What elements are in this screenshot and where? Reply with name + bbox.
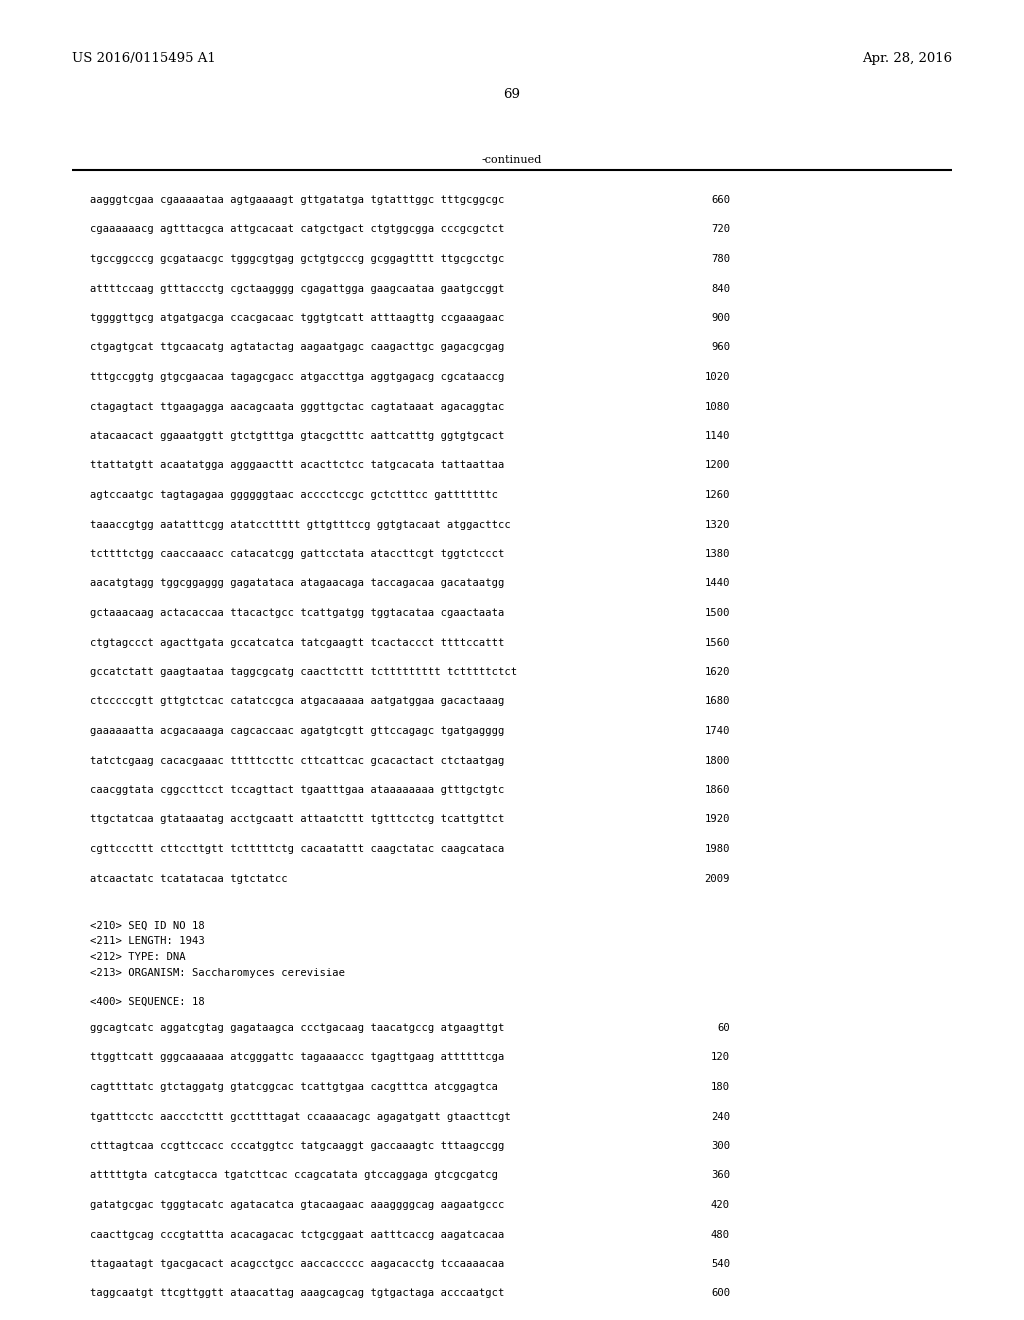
Text: taaaccgtgg aatatttcgg atatccttttt gttgtttccg ggtgtacaat atggacttcc: taaaccgtgg aatatttcgg atatccttttt gttgtt… <box>90 520 511 529</box>
Text: 960: 960 <box>711 342 730 352</box>
Text: Apr. 28, 2016: Apr. 28, 2016 <box>862 51 952 65</box>
Text: 600: 600 <box>711 1288 730 1299</box>
Text: 1500: 1500 <box>705 609 730 618</box>
Text: US 2016/0115495 A1: US 2016/0115495 A1 <box>72 51 216 65</box>
Text: <212> TYPE: DNA: <212> TYPE: DNA <box>90 952 185 962</box>
Text: 1920: 1920 <box>705 814 730 825</box>
Text: <211> LENGTH: 1943: <211> LENGTH: 1943 <box>90 936 205 946</box>
Text: 2009: 2009 <box>705 874 730 883</box>
Text: 1020: 1020 <box>705 372 730 381</box>
Text: <210> SEQ ID NO 18: <210> SEQ ID NO 18 <box>90 921 205 931</box>
Text: tggggttgcg atgatgacga ccacgacaac tggtgtcatt atttaagttg ccgaaagaac: tggggttgcg atgatgacga ccacgacaac tggtgtc… <box>90 313 505 323</box>
Text: 1380: 1380 <box>705 549 730 558</box>
Text: tgccggcccg gcgataacgc tgggcgtgag gctgtgcccg gcggagtttt ttgcgcctgc: tgccggcccg gcgataacgc tgggcgtgag gctgtgc… <box>90 253 505 264</box>
Text: -continued: -continued <box>482 154 542 165</box>
Text: 1620: 1620 <box>705 667 730 677</box>
Text: 360: 360 <box>711 1171 730 1180</box>
Text: <213> ORGANISM: Saccharomyces cerevisiae: <213> ORGANISM: Saccharomyces cerevisiae <box>90 968 345 978</box>
Text: 420: 420 <box>711 1200 730 1210</box>
Text: gctaaacaag actacaccaa ttacactgcc tcattgatgg tggtacataa cgaactaata: gctaaacaag actacaccaa ttacactgcc tcattga… <box>90 609 505 618</box>
Text: 1980: 1980 <box>705 843 730 854</box>
Text: tttgccggtg gtgcgaacaa tagagcgacc atgaccttga aggtgagacg cgcataaccg: tttgccggtg gtgcgaacaa tagagcgacc atgacct… <box>90 372 505 381</box>
Text: gccatctatt gaagtaataa taggcgcatg caacttcttt tcttttttttt tctttttctct: gccatctatt gaagtaataa taggcgcatg caacttc… <box>90 667 517 677</box>
Text: tatctcgaag cacacgaaac tttttccttc cttcattcac gcacactact ctctaatgag: tatctcgaag cacacgaaac tttttccttc cttcatt… <box>90 755 505 766</box>
Text: 1080: 1080 <box>705 401 730 412</box>
Text: 780: 780 <box>711 253 730 264</box>
Text: 840: 840 <box>711 284 730 293</box>
Text: ctgagtgcat ttgcaacatg agtatactag aagaatgagc caagacttgc gagacgcgag: ctgagtgcat ttgcaacatg agtatactag aagaatg… <box>90 342 505 352</box>
Text: atcaactatc tcatatacaa tgtctatcc: atcaactatc tcatatacaa tgtctatcc <box>90 874 288 883</box>
Text: 1260: 1260 <box>705 490 730 500</box>
Text: 120: 120 <box>711 1052 730 1063</box>
Text: ctcccccgtt gttgtctcac catatccgca atgacaaaaa aatgatggaa gacactaaag: ctcccccgtt gttgtctcac catatccgca atgacaa… <box>90 697 505 706</box>
Text: 1140: 1140 <box>705 432 730 441</box>
Text: 900: 900 <box>711 313 730 323</box>
Text: caacggtata cggccttcct tccagttact tgaatttgaa ataaaaaaaa gtttgctgtc: caacggtata cggccttcct tccagttact tgaattt… <box>90 785 505 795</box>
Text: atttttgta catcgtacca tgatcttcac ccagcatata gtccaggaga gtcgcgatcg: atttttgta catcgtacca tgatcttcac ccagcata… <box>90 1171 498 1180</box>
Text: 240: 240 <box>711 1111 730 1122</box>
Text: caacttgcag cccgtattta acacagacac tctgcggaat aatttcaccg aagatcacaa: caacttgcag cccgtattta acacagacac tctgcgg… <box>90 1229 505 1239</box>
Text: 1320: 1320 <box>705 520 730 529</box>
Text: attttccaag gtttaccctg cgctaagggg cgagattgga gaagcaataa gaatgccggt: attttccaag gtttaccctg cgctaagggg cgagatt… <box>90 284 505 293</box>
Text: 480: 480 <box>711 1229 730 1239</box>
Text: 540: 540 <box>711 1259 730 1269</box>
Text: 300: 300 <box>711 1140 730 1151</box>
Text: ttgctatcaa gtataaatag acctgcaatt attaatcttt tgtttcctcg tcattgttct: ttgctatcaa gtataaatag acctgcaatt attaatc… <box>90 814 505 825</box>
Text: gatatgcgac tgggtacatc agatacatca gtacaagaac aaaggggcag aagaatgccc: gatatgcgac tgggtacatc agatacatca gtacaag… <box>90 1200 505 1210</box>
Text: <400> SEQUENCE: 18: <400> SEQUENCE: 18 <box>90 997 205 1007</box>
Text: 180: 180 <box>711 1082 730 1092</box>
Text: ctagagtact ttgaagagga aacagcaata gggttgctac cagtataaat agacaggtac: ctagagtact ttgaagagga aacagcaata gggttgc… <box>90 401 505 412</box>
Text: ctgtagccct agacttgata gccatcatca tatcgaagtt tcactaccct ttttccattt: ctgtagccct agacttgata gccatcatca tatcgaa… <box>90 638 505 648</box>
Text: 69: 69 <box>504 88 520 102</box>
Text: ttagaatagt tgacgacact acagcctgcc aaccaccccc aagacacctg tccaaaacaa: ttagaatagt tgacgacact acagcctgcc aaccacc… <box>90 1259 505 1269</box>
Text: 1560: 1560 <box>705 638 730 648</box>
Text: 720: 720 <box>711 224 730 235</box>
Text: aacatgtagg tggcggaggg gagatataca atagaacaga taccagacaa gacataatgg: aacatgtagg tggcggaggg gagatataca atagaac… <box>90 578 505 589</box>
Text: 1800: 1800 <box>705 755 730 766</box>
Text: 660: 660 <box>711 195 730 205</box>
Text: atacaacact ggaaatggtt gtctgtttga gtacgctttc aattcatttg ggtgtgcact: atacaacact ggaaatggtt gtctgtttga gtacgct… <box>90 432 505 441</box>
Text: agtccaatgc tagtagagaa ggggggtaac acccctccgc gctctttcc gatttttttc: agtccaatgc tagtagagaa ggggggtaac acccctc… <box>90 490 498 500</box>
Text: tgatttcctc aaccctcttt gccttttagat ccaaaacagc agagatgatt gtaacttcgt: tgatttcctc aaccctcttt gccttttagat ccaaaa… <box>90 1111 511 1122</box>
Text: 1680: 1680 <box>705 697 730 706</box>
Text: 1200: 1200 <box>705 461 730 470</box>
Text: ttattatgtt acaatatgga agggaacttt acacttctcc tatgcacata tattaattaa: ttattatgtt acaatatgga agggaacttt acacttc… <box>90 461 505 470</box>
Text: ggcagtcatc aggatcgtag gagataagca ccctgacaag taacatgccg atgaagttgt: ggcagtcatc aggatcgtag gagataagca ccctgac… <box>90 1023 505 1034</box>
Text: 1740: 1740 <box>705 726 730 737</box>
Text: aagggtcgaa cgaaaaataa agtgaaaagt gttgatatga tgtatttggc tttgcggcgc: aagggtcgaa cgaaaaataa agtgaaaagt gttgata… <box>90 195 505 205</box>
Text: cgttcccttt cttccttgtt tctttttctg cacaatattt caagctatac caagcataca: cgttcccttt cttccttgtt tctttttctg cacaata… <box>90 843 505 854</box>
Text: ttggttcatt gggcaaaaaa atcgggattc tagaaaaccc tgagttgaag attttttcga: ttggttcatt gggcaaaaaa atcgggattc tagaaaa… <box>90 1052 505 1063</box>
Text: ctttagtcaa ccgttccacc cccatggtcc tatgcaaggt gaccaaagtc tttaagccgg: ctttagtcaa ccgttccacc cccatggtcc tatgcaa… <box>90 1140 505 1151</box>
Text: cagttttatc gtctaggatg gtatcggcac tcattgtgaa cacgtttca atcggagtca: cagttttatc gtctaggatg gtatcggcac tcattgt… <box>90 1082 498 1092</box>
Text: 1860: 1860 <box>705 785 730 795</box>
Text: cgaaaaaacg agtttacgca attgcacaat catgctgact ctgtggcgga cccgcgctct: cgaaaaaacg agtttacgca attgcacaat catgctg… <box>90 224 505 235</box>
Text: tcttttctgg caaccaaacc catacatcgg gattcctata ataccttcgt tggtctccct: tcttttctgg caaccaaacc catacatcgg gattcct… <box>90 549 505 558</box>
Text: gaaaaaatta acgacaaaga cagcaccaac agatgtcgtt gttccagagc tgatgagggg: gaaaaaatta acgacaaaga cagcaccaac agatgtc… <box>90 726 505 737</box>
Text: 1440: 1440 <box>705 578 730 589</box>
Text: taggcaatgt ttcgttggtt ataacattag aaagcagcag tgtgactaga acccaatgct: taggcaatgt ttcgttggtt ataacattag aaagcag… <box>90 1288 505 1299</box>
Text: 60: 60 <box>717 1023 730 1034</box>
